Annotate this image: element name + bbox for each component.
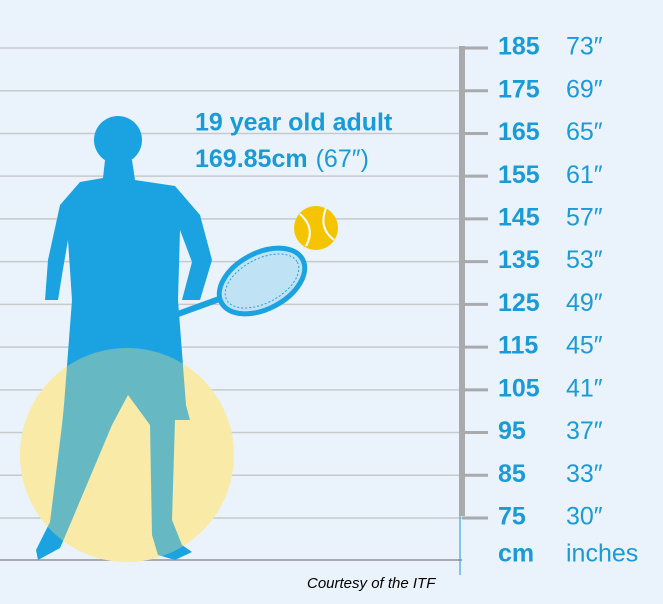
cm-label: 175	[498, 75, 540, 103]
cm-label: 125	[498, 289, 540, 317]
scale-bar	[459, 46, 465, 516]
cm-label: 75	[498, 503, 526, 531]
measure-inches: (67″)	[316, 145, 369, 173]
cm-label: 115	[498, 332, 538, 360]
unit-cm: cm	[498, 540, 534, 568]
inch-label: 37″	[566, 417, 603, 445]
inch-label: 65″	[566, 118, 603, 146]
inch-label: 73″	[566, 33, 603, 61]
cm-label: 95	[498, 417, 526, 445]
inch-label: 61″	[566, 161, 603, 189]
racket	[176, 245, 308, 317]
heading-age: 19 year old adult	[195, 109, 393, 137]
scale-labels: 185 73″ 175 69″ 165 65″ 155 61″ 145 57″ 135 53″ 125 4…	[498, 33, 603, 531]
cm-label: 85	[498, 460, 526, 488]
cm-label: 155	[498, 161, 540, 189]
ball-seam	[299, 207, 335, 247]
inch-label: 53″	[566, 246, 603, 274]
inch-label: 45″	[566, 332, 603, 360]
player-silhouette	[36, 116, 212, 560]
cm-label: 145	[498, 204, 540, 232]
cm-label: 185	[498, 33, 540, 61]
inch-label: 49″	[566, 289, 603, 317]
cm-label: 165	[498, 118, 540, 146]
inch-label: 57″	[566, 204, 603, 232]
cm-label: 105	[498, 374, 540, 402]
heading-measure: 169.85cm (67″)	[195, 145, 369, 173]
credit: Courtesy of the ITF	[307, 575, 436, 592]
inch-label: 30″	[566, 503, 603, 531]
circle-overlay	[20, 348, 234, 562]
tennis-ball	[294, 206, 338, 250]
measure-cm: 169.85cm	[195, 145, 308, 173]
inch-label: 41″	[566, 374, 603, 402]
inch-label: 33″	[566, 460, 603, 488]
inch-label: 69″	[566, 75, 603, 103]
cm-label: 135	[498, 246, 540, 274]
unit-inches: inches	[566, 540, 638, 568]
